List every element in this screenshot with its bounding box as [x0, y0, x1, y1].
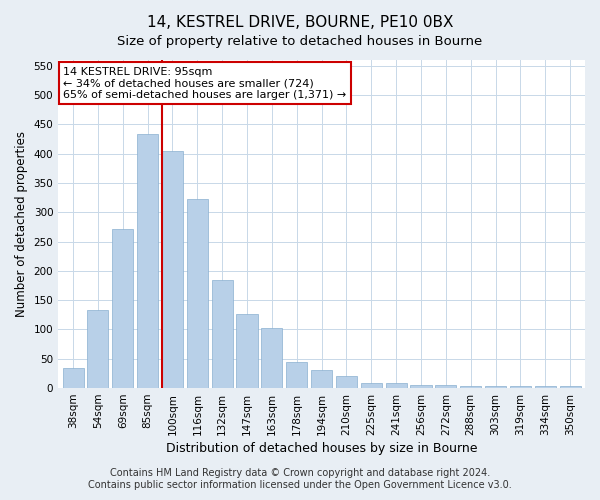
Text: Contains HM Land Registry data © Crown copyright and database right 2024.
Contai: Contains HM Land Registry data © Crown c… — [88, 468, 512, 490]
Text: Size of property relative to detached houses in Bourne: Size of property relative to detached ho… — [118, 35, 482, 48]
Bar — [137, 134, 158, 388]
Bar — [112, 228, 133, 388]
Bar — [88, 310, 109, 388]
Bar — [162, 152, 183, 388]
Bar — [535, 386, 556, 388]
Bar — [361, 384, 382, 388]
Bar — [410, 385, 431, 388]
Bar — [262, 328, 283, 388]
Bar — [286, 362, 307, 388]
Bar — [435, 385, 457, 388]
Bar — [560, 386, 581, 388]
Bar — [460, 386, 481, 388]
Bar — [187, 200, 208, 388]
Bar — [62, 368, 83, 388]
X-axis label: Distribution of detached houses by size in Bourne: Distribution of detached houses by size … — [166, 442, 478, 455]
Bar — [311, 370, 332, 388]
Bar — [485, 386, 506, 388]
Text: 14 KESTREL DRIVE: 95sqm
← 34% of detached houses are smaller (724)
65% of semi-d: 14 KESTREL DRIVE: 95sqm ← 34% of detache… — [64, 66, 347, 100]
Text: 14, KESTREL DRIVE, BOURNE, PE10 0BX: 14, KESTREL DRIVE, BOURNE, PE10 0BX — [147, 15, 453, 30]
Bar — [336, 376, 357, 388]
Bar — [386, 384, 407, 388]
Y-axis label: Number of detached properties: Number of detached properties — [15, 131, 28, 317]
Bar — [236, 314, 257, 388]
Bar — [212, 280, 233, 388]
Bar — [510, 386, 531, 388]
